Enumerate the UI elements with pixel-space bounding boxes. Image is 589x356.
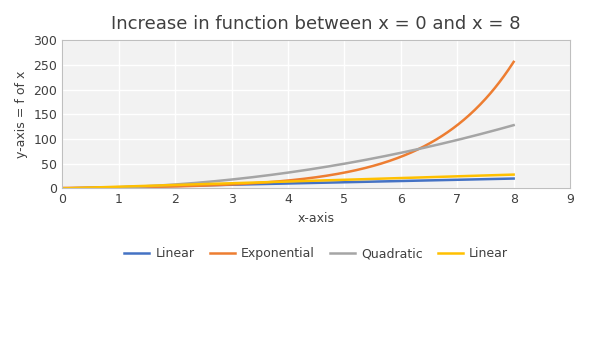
Exponential [273,179,280,184]
Quadratic [59,186,66,190]
Exponential [499,75,507,80]
Linear [59,186,66,190]
Title: Increase in function between x = 0 and x = 8: Increase in function between x = 0 and x… [111,15,521,33]
Linear [429,178,436,183]
Y-axis label: y-axis = f of x: y-axis = f of x [15,70,28,158]
Line: Linear: Linear [62,179,514,188]
Linear [303,181,310,185]
Quadratic [510,123,517,127]
Quadratic [499,126,507,130]
Linear [59,186,66,190]
Quadratic [276,172,283,176]
Line: Quadratic: Quadratic [62,125,514,188]
Linear [327,180,335,185]
Quadratic [303,168,310,172]
Linear [510,177,517,181]
Legend: Linear, Exponential, Quadratic, Linear: Linear, Exponential, Quadratic, Linear [120,242,513,265]
Linear [499,173,507,177]
Quadratic [429,144,436,148]
Exponential [303,176,310,180]
Line: Linear: Linear [62,174,514,188]
Linear [499,177,507,181]
Exponential [276,179,283,183]
Linear [303,179,310,183]
Linear [273,180,280,184]
X-axis label: x-axis: x-axis [297,212,335,225]
Line: Exponential: Exponential [62,62,514,188]
Exponential [327,173,335,177]
Quadratic [327,164,335,168]
Linear [276,182,283,186]
Linear [429,175,436,179]
Linear [273,182,280,186]
Linear [510,172,517,177]
Exponential [510,60,517,64]
Linear [327,178,335,182]
Linear [276,180,283,184]
Exponential [59,186,66,190]
Quadratic [273,172,280,176]
Exponential [429,140,436,144]
